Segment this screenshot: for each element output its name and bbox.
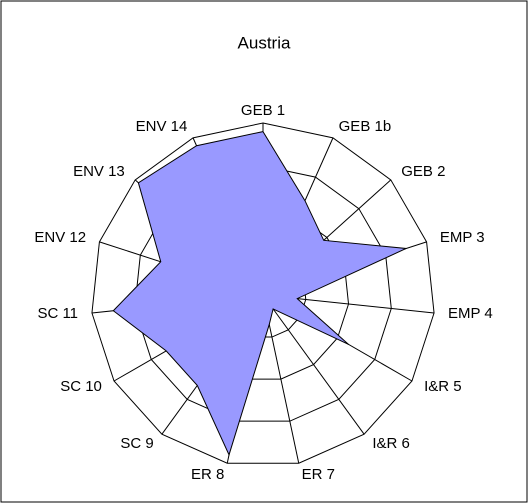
category-label: ENV 14 — [136, 118, 188, 135]
category-label: GEB 2 — [401, 163, 445, 180]
category-label: GEB 1 — [241, 102, 285, 119]
category-label: EMP 3 — [440, 229, 485, 246]
category-label: I&R 5 — [424, 378, 462, 395]
category-label: ENV 12 — [34, 229, 86, 246]
category-label: ER 8 — [191, 466, 224, 483]
category-label: SC 10 — [60, 378, 102, 395]
category-label: ER 7 — [302, 466, 335, 483]
chart-title: Austria — [238, 33, 291, 52]
category-label: GEB 1b — [339, 118, 392, 135]
category-label: I&R 6 — [372, 435, 410, 452]
category-label: ENV 13 — [73, 163, 125, 180]
spoke — [262, 294, 365, 435]
grid-ring — [91, 122, 435, 464]
category-label: EMP 4 — [448, 305, 493, 322]
category-label: SC 9 — [120, 435, 153, 452]
category-label: SC 11 — [37, 305, 78, 322]
data-area — [112, 131, 409, 457]
